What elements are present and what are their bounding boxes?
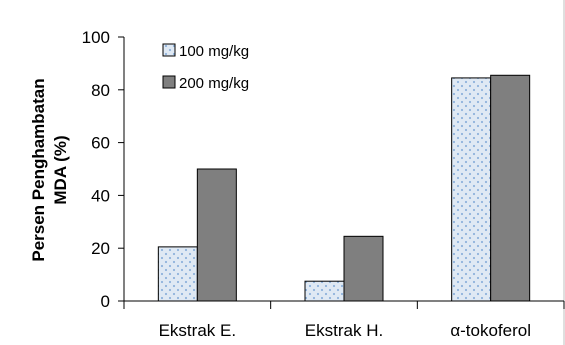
- x-axis-categories: Ekstrak E. Ekstrak H. α-tokoferol: [159, 321, 531, 340]
- bar-series-1: [451, 77, 492, 302]
- y-tick-label: 40: [91, 186, 110, 205]
- y-axis-ticks: 0 20 40 60 80 100: [82, 28, 124, 311]
- y-tick-label: 80: [91, 81, 110, 100]
- bar-series-2: [196, 168, 237, 302]
- x-category-label: Ekstrak H.: [305, 321, 383, 340]
- x-category-label: Ekstrak E.: [159, 321, 236, 340]
- legend-swatch: [162, 75, 176, 89]
- y-tick-label: 20: [91, 239, 110, 258]
- bar-series-1: [157, 246, 198, 302]
- bar-series-2: [490, 74, 531, 302]
- y-tick-label: 100: [82, 28, 110, 47]
- legend-entry: 100 mg/kg: [179, 43, 249, 60]
- legend-entry: 200 mg/kg: [179, 75, 249, 92]
- y-axis-label: Persen Penghambatan MDA (%): [29, 78, 70, 261]
- plot-area: [123, 37, 565, 309]
- bar-series-1: [304, 280, 345, 302]
- x-category-label: α-tokoferol: [450, 321, 531, 340]
- y-axis-label-line-2: MDA (%): [51, 135, 70, 204]
- legend-swatch: [162, 43, 176, 57]
- y-axis-label-line-1: Persen Penghambatan: [29, 78, 48, 261]
- y-tick-label: 0: [101, 292, 110, 311]
- bar-series-2: [343, 235, 384, 302]
- y-tick-label: 60: [91, 134, 110, 153]
- legend: 100 mg/kg 200 mg/kg: [162, 43, 249, 92]
